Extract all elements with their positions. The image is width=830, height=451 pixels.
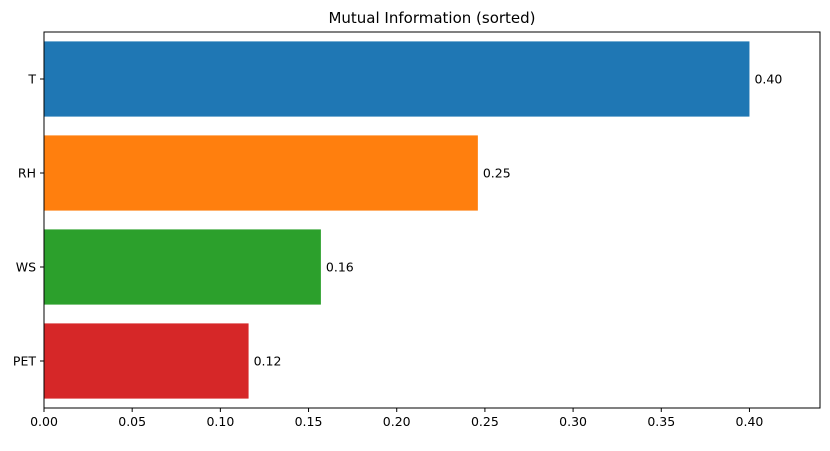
y-tick-label-rh: RH (18, 166, 36, 181)
bar-pet (44, 323, 249, 399)
y-tick-label-ws: WS (16, 260, 36, 275)
value-labels-group: 0.40 0.25 0.16 0.12 (254, 72, 783, 369)
value-label-rh: 0.25 (483, 166, 511, 181)
x-tick-label: 0.35 (647, 414, 675, 429)
bar-ws (44, 229, 321, 305)
x-tick-label: 0.25 (471, 414, 499, 429)
x-tick-label: 0.30 (559, 414, 587, 429)
value-label-ws: 0.16 (326, 260, 354, 275)
bar-rh (44, 135, 478, 211)
x-tick-label: 0.05 (118, 414, 146, 429)
bar-t (44, 41, 750, 117)
plot-frame (43, 31, 821, 409)
x-tick-label: 0.00 (30, 414, 58, 429)
value-label-t: 0.40 (754, 72, 782, 87)
value-label-pet: 0.12 (254, 354, 282, 369)
x-axis: 0.00 0.05 0.10 0.15 0.20 0.25 0.30 0.35 0.40 (30, 408, 763, 429)
y-tick-label-pet: PET (13, 354, 36, 369)
x-tick-label: 0.15 (295, 414, 323, 429)
x-tick-label: 0.40 (736, 414, 764, 429)
chart-title: Mutual Information (sorted) (328, 9, 535, 27)
y-axis: T RH WS PET (13, 72, 44, 369)
x-tick-label: 0.20 (383, 414, 411, 429)
bars-group (44, 41, 750, 399)
x-tick-label: 0.10 (206, 414, 234, 429)
y-tick-label-t: T (27, 72, 36, 87)
